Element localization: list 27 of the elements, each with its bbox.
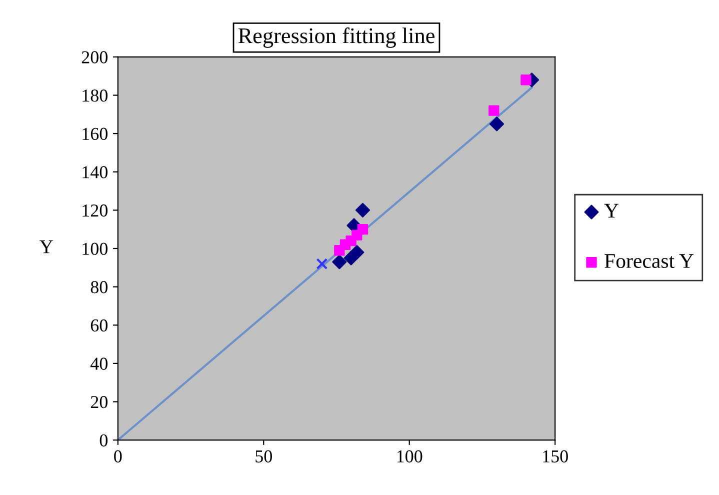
y-tick-label: 40 [90,358,108,370]
point [355,202,370,218]
point [489,116,504,132]
y-tick-label: 0 [100,434,108,446]
legend-label: Forecast Y [604,254,694,268]
y-tick-label: 160 [82,128,108,140]
point [332,254,347,270]
y-tick-label: 140 [82,166,108,178]
y-tick-label: 120 [82,204,108,217]
chart-title: Regression fitting line [238,27,434,48]
x-tick-label: 150 [543,450,568,462]
y-tick-label: 60 [90,319,108,332]
y-tick-label: 200 [82,51,108,64]
x-tick-label: 50 [256,450,272,462]
point [357,224,368,235]
point [316,258,328,270]
y-axis-title: Y [40,240,53,254]
point [350,245,364,260]
point [520,74,532,86]
y-tick-label: 20 [90,396,108,408]
x-tick-label: 0 [114,450,122,462]
point [488,105,500,116]
y-tick-label: 180 [82,89,108,102]
y-tick-label: 80 [90,281,108,294]
x-tick-label: 100 [397,450,422,462]
y-tick-label: 100 [82,242,108,255]
legend-label: Y [604,204,619,218]
